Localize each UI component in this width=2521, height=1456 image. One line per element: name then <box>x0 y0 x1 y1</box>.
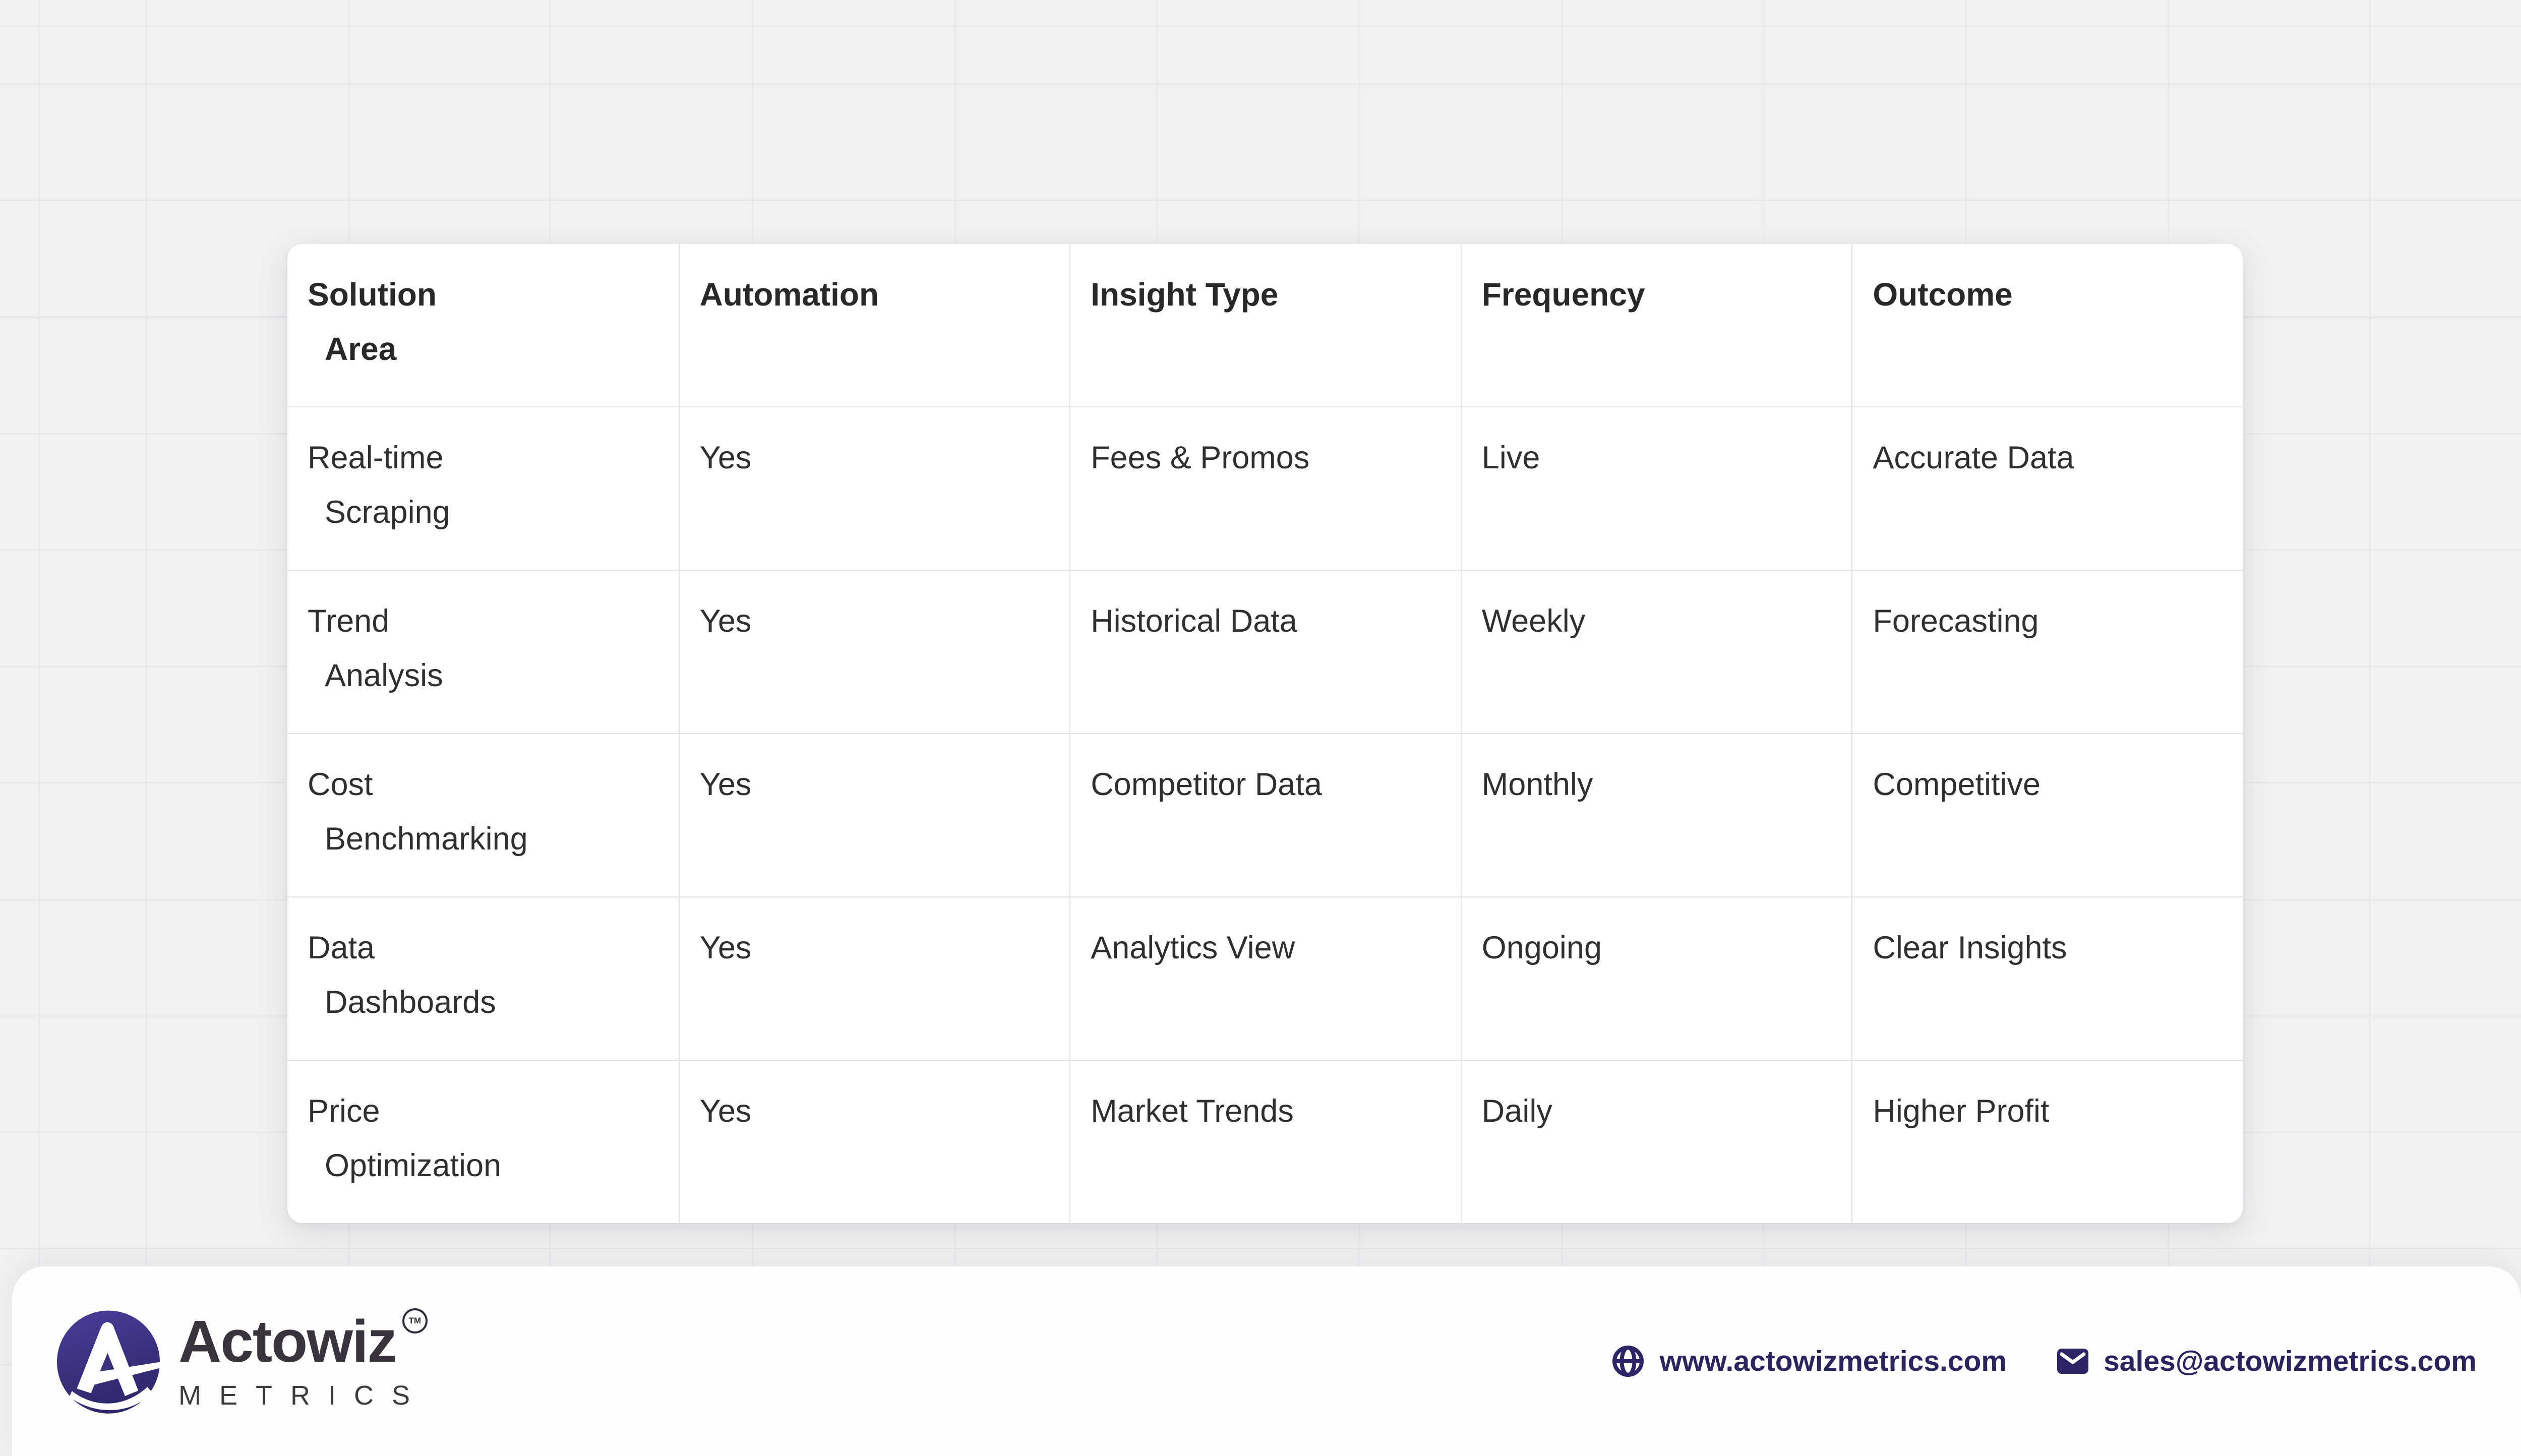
table-cell: Yes <box>678 734 1070 896</box>
table-cell: Yes <box>678 1061 1070 1223</box>
table-row-cost-benchmarking: Cost Benchmarking Yes Competitor Data Mo… <box>287 733 2243 896</box>
cell-line: Market Trends <box>1091 1094 1294 1129</box>
cell-line: Benchmarking <box>325 821 528 857</box>
cell-line: Dashboards <box>325 985 496 1020</box>
cell-line: Yes <box>699 1094 752 1129</box>
cell-line: Live <box>1481 440 1540 475</box>
table-cell: Monthly <box>1460 734 1852 896</box>
table-cell: Live <box>1460 407 1852 570</box>
trademark-icon: TM <box>402 1308 428 1333</box>
cell-line: Clear Insights <box>1873 930 2067 965</box>
cell-line: Cost <box>308 767 373 802</box>
cell-line: Accurate Data <box>1873 440 2074 475</box>
cell-line: Weekly <box>1481 603 1586 639</box>
cell-line: Higher Profit <box>1873 1094 2050 1129</box>
table-cell: Fees & Promos <box>1069 407 1461 570</box>
brand-logo: Actowiz TM METRICS <box>54 1306 428 1417</box>
table-cell: Cost Benchmarking <box>287 734 679 896</box>
cell-line: Price <box>308 1094 380 1129</box>
table-cell: Competitor Data <box>1069 734 1461 896</box>
table-cell: Weekly <box>1460 571 1852 733</box>
cell-line: Historical Data <box>1091 603 1297 639</box>
header-line: Outcome <box>1873 276 2013 313</box>
footer-bar: Actowiz TM METRICS www.actowizmetrics.co… <box>12 1266 2521 1456</box>
cell-line: Yes <box>699 930 752 965</box>
cell-line: Analytics View <box>1091 930 1295 965</box>
cell-line: Real-time <box>308 440 444 475</box>
header-line: Automation <box>699 276 879 313</box>
solution-table-card: Solution Area Automation Insight Type Fr… <box>287 244 2243 1223</box>
email-link[interactable]: sales@actowizmetrics.com <box>2057 1345 2477 1378</box>
globe-icon <box>1612 1346 1644 1377</box>
table-cell: Forecasting <box>1851 571 2243 733</box>
table-cell: Historical Data <box>1069 571 1461 733</box>
table-cell: Price Optimization <box>287 1061 679 1223</box>
header-line: Frequency <box>1481 276 1645 313</box>
table-cell: Market Trends <box>1069 1061 1461 1223</box>
table-row-price-optimization: Price Optimization Yes Market Trends Dai… <box>287 1060 2243 1223</box>
table-cell: Accurate Data <box>1851 407 2243 570</box>
website-text: www.actowizmetrics.com <box>1659 1345 2007 1377</box>
table-header-row: Solution Area Automation Insight Type Fr… <box>287 244 2243 406</box>
cell-line: Ongoing <box>1481 930 1602 965</box>
header-cell-frequency: Frequency <box>1460 244 1852 406</box>
table-row-trend-analysis: Trend Analysis Yes Historical Data Weekl… <box>287 570 2243 733</box>
header-line: Area <box>325 331 397 367</box>
header-cell-automation: Automation <box>678 244 1070 406</box>
cell-line: Fees & Promos <box>1091 440 1310 475</box>
cell-line: Forecasting <box>1873 603 2039 639</box>
header-line: Solution <box>308 276 437 313</box>
brand-subtitle: METRICS <box>178 1380 428 1411</box>
cell-line: Competitor Data <box>1091 767 1322 802</box>
cell-line: Data <box>308 930 375 965</box>
table-cell: Competitive <box>1851 734 2243 896</box>
table-cell: Yes <box>678 407 1070 570</box>
cell-line: Analysis <box>325 658 443 693</box>
email-text: sales@actowizmetrics.com <box>2104 1345 2477 1377</box>
actowiz-logo-icon <box>56 1310 161 1414</box>
header-cell-outcome: Outcome <box>1851 244 2243 406</box>
table-cell: Analytics View <box>1069 897 1461 1060</box>
cell-line: Yes <box>699 440 752 475</box>
table-cell: Daily <box>1460 1061 1852 1223</box>
website-link[interactable]: www.actowizmetrics.com <box>1611 1345 2007 1378</box>
cell-line: Monthly <box>1481 767 1593 802</box>
cell-line: Daily <box>1481 1094 1552 1129</box>
header-line: Insight Type <box>1091 276 1279 313</box>
table-cell: Yes <box>678 897 1070 1060</box>
table-row-data-dashboards: Data Dashboards Yes Analytics View Ongoi… <box>287 896 2243 1060</box>
cell-line: Trend <box>308 603 390 639</box>
cell-line: Competitive <box>1873 767 2041 802</box>
cell-line: Optimization <box>325 1148 502 1183</box>
table-cell: Yes <box>678 571 1070 733</box>
brand-name: Actowiz <box>178 1308 397 1375</box>
table-cell: Ongoing <box>1460 897 1852 1060</box>
table-cell: Higher Profit <box>1851 1061 2243 1223</box>
footer-contacts: www.actowizmetrics.com sales@actowizmetr… <box>1611 1345 2477 1378</box>
table-cell: Trend Analysis <box>287 571 679 733</box>
cell-line: Yes <box>699 603 752 639</box>
header-cell-insight-type: Insight Type <box>1069 244 1461 406</box>
table-cell: Data Dashboards <box>287 897 679 1060</box>
header-cell-solution-area: Solution Area <box>287 244 679 406</box>
table-cell: Real-time Scraping <box>287 407 679 570</box>
envelope-icon <box>2057 1349 2089 1374</box>
table-row-real-time-scraping: Real-time Scraping Yes Fees & Promos Liv… <box>287 406 2243 570</box>
cell-line: Yes <box>699 767 752 802</box>
table-cell: Clear Insights <box>1851 897 2243 1060</box>
cell-line: Scraping <box>325 495 450 530</box>
brand-text: Actowiz TM METRICS <box>178 1308 428 1411</box>
